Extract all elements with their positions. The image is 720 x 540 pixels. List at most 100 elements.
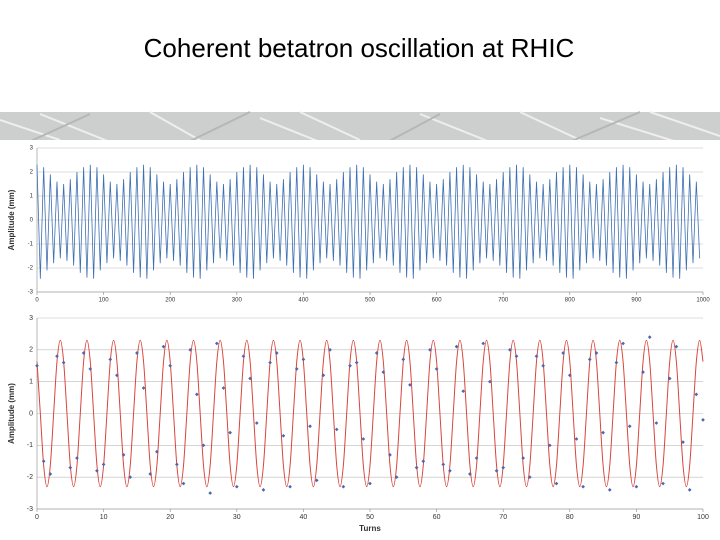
- y-tick-label: -2: [28, 266, 34, 272]
- y-tick-label: 2: [30, 170, 34, 176]
- marker: [627, 424, 632, 429]
- marker: [547, 443, 552, 448]
- marker: [48, 472, 53, 476]
- marker: [434, 367, 439, 371]
- marker: [408, 383, 412, 387]
- x-tick-label: 0: [35, 298, 39, 304]
- x-tick-label: 30: [233, 514, 241, 521]
- marker: [294, 367, 299, 371]
- marker: [687, 488, 692, 492]
- marker: [661, 481, 665, 486]
- marker: [494, 468, 499, 473]
- marker: [328, 347, 332, 352]
- marker: [581, 484, 585, 489]
- marker: [481, 341, 486, 346]
- marker: [621, 341, 625, 346]
- marker: [508, 347, 512, 352]
- y-tick-label: 3: [29, 315, 33, 322]
- marker: [428, 347, 432, 352]
- slide-title: Coherent betatron oscillation at RHIC: [144, 33, 575, 63]
- marker: [141, 386, 146, 390]
- y-axis-label: Amplitude (mm): [7, 189, 16, 250]
- marker: [168, 363, 173, 368]
- marker: [541, 363, 545, 368]
- x-tick-label: 200: [165, 298, 176, 304]
- y-tick-label: 1: [29, 379, 33, 386]
- y-tick-label: 3: [30, 146, 34, 152]
- marker: [101, 462, 106, 467]
- marker: [261, 488, 266, 492]
- marker: [388, 453, 392, 457]
- marker: [208, 491, 212, 495]
- marker: [667, 376, 672, 381]
- x-tick-label: 60: [433, 514, 441, 521]
- marker: [474, 456, 479, 460]
- x-tick-label: 400: [298, 298, 309, 304]
- x-tick-label: 500: [365, 298, 376, 304]
- marker: [448, 468, 452, 473]
- marker: [514, 354, 519, 359]
- x-tick-label: 0: [35, 514, 39, 521]
- marker: [281, 433, 286, 438]
- marker: [75, 456, 79, 460]
- marker: [461, 389, 466, 394]
- marker: [341, 484, 346, 489]
- x-tick-label: 50: [366, 514, 374, 521]
- marker: [374, 351, 379, 355]
- y-axis-label: Amplitude (mm): [7, 383, 16, 444]
- marker: [88, 367, 93, 371]
- marker: [175, 462, 179, 467]
- marker: [161, 344, 166, 349]
- marker: [647, 335, 652, 339]
- marker: [501, 465, 506, 470]
- marker: [135, 351, 139, 355]
- marker: [195, 392, 199, 397]
- x-tick-label: 600: [432, 298, 443, 304]
- y-tick-label: 2: [29, 347, 33, 354]
- marker: [308, 424, 312, 429]
- marker: [128, 475, 133, 480]
- marker: [567, 373, 572, 378]
- marker: [241, 354, 246, 359]
- marker: [314, 478, 319, 483]
- marker: [601, 430, 605, 435]
- y-tick-label: 1: [30, 194, 34, 200]
- x-tick-label: 700: [498, 298, 509, 304]
- y-tick-label: -1: [27, 442, 33, 449]
- line-series: [36, 164, 701, 279]
- y-tick-label: -3: [28, 290, 34, 296]
- marker: [188, 347, 193, 352]
- marker: [594, 351, 599, 355]
- marker: [361, 437, 366, 441]
- x-tick-label: 100: [99, 298, 110, 304]
- marker: [634, 484, 639, 489]
- marker: [181, 481, 186, 486]
- marker: [468, 472, 472, 476]
- x-tick-label: 80: [566, 514, 574, 521]
- marker: [534, 354, 539, 359]
- marker: [234, 484, 239, 489]
- marker: [268, 360, 272, 365]
- y-tick-label: -3: [27, 506, 33, 513]
- marker: [334, 427, 339, 432]
- marker: [301, 357, 306, 362]
- y-tick-label: -1: [28, 242, 34, 248]
- marker: [348, 363, 352, 368]
- marker: [614, 360, 619, 365]
- x-tick-label: 90: [633, 514, 641, 521]
- marker: [274, 351, 279, 355]
- x-tick-label: 100: [697, 514, 709, 521]
- marker: [221, 386, 226, 390]
- x-tick-label: 800: [565, 298, 576, 304]
- marker: [574, 437, 579, 441]
- x-tick-label: 1000: [696, 298, 710, 304]
- x-axis-label: Turns: [359, 524, 381, 533]
- marker: [401, 357, 406, 362]
- marker: [641, 370, 645, 374]
- marker: [381, 370, 386, 374]
- line-series: [36, 339, 704, 488]
- x-tick-label: 10: [100, 514, 108, 521]
- marker: [561, 351, 565, 355]
- marker: [441, 462, 446, 467]
